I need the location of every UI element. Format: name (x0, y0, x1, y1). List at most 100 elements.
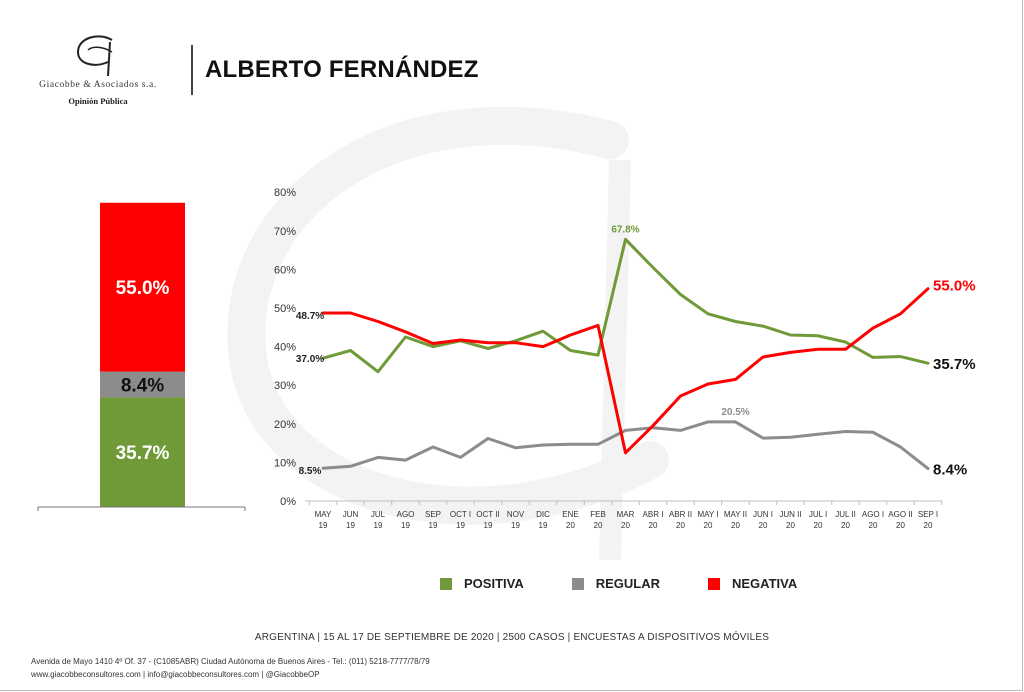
data-point-positiva (625, 238, 626, 240)
y-tick-label: 70% (274, 226, 296, 238)
title-divider (191, 45, 193, 95)
survey-details: ARGENTINA | 15 AL 17 DE SEPTIEMBRE DE 20… (254, 632, 770, 643)
data-point-negativa (322, 312, 324, 314)
x-tick-label: MAY II 20 (724, 510, 747, 530)
summary-stacked-bar-chart: 35.7% 8.4% 55.0% (37, 202, 246, 511)
x-tick-label: SEP I 20 (918, 510, 938, 530)
data-point-regular (707, 421, 709, 423)
series-line-negativa (321, 287, 930, 455)
data-label-positiva: 37.0% (296, 354, 324, 365)
data-point-positiva (432, 346, 434, 348)
y-tick-label: 0% (280, 496, 296, 508)
summary-bar-segment-positiva (100, 397, 185, 507)
data-point-negativa (817, 348, 819, 350)
data-point-regular (680, 429, 681, 431)
x-tick-label: OCT I 19 (450, 510, 471, 530)
data-point-regular (405, 459, 406, 461)
legend-item-positiva: POSITIVA (440, 576, 524, 591)
data-point-positiva (680, 293, 681, 295)
data-point-regular (872, 431, 874, 433)
x-tick-label: JUL II 20 (835, 510, 856, 530)
y-tick-label: 30% (274, 380, 296, 392)
data-point-positiva (735, 321, 736, 323)
data-point-regular (377, 456, 379, 458)
legend-label-negativa: NEGATIVA (732, 576, 798, 591)
data-point-negativa (927, 288, 929, 290)
x-tick-label: MAY I 20 (697, 510, 718, 530)
data-point-regular (515, 447, 516, 449)
data-point-regular (597, 443, 599, 445)
data-point-negativa (707, 383, 709, 385)
y-tick-label: 60% (274, 264, 296, 276)
data-point-positiva (350, 349, 351, 351)
brand-name: Giacobbe & Asociados s.a. (39, 80, 157, 90)
x-tick-label: JUN II 20 (779, 510, 801, 530)
y-tick-label: 10% (274, 457, 296, 469)
data-point-negativa (542, 346, 544, 348)
legend-swatch-positiva (440, 577, 452, 590)
x-tick-label: FEB 20 (590, 510, 606, 530)
data-point-positiva (542, 330, 544, 332)
data-point-regular (322, 467, 324, 469)
data-point-negativa (790, 351, 791, 353)
data-label-regular: 8.5% (299, 466, 322, 477)
x-tick-label: JUL 19 (371, 510, 386, 530)
data-point-positiva (927, 362, 929, 364)
data-label-regular: 20.5% (721, 407, 749, 418)
summary-bar-label-positiva: 35.7% (116, 443, 170, 464)
data-point-regular (927, 468, 929, 470)
data-point-negativa (762, 356, 764, 358)
summary-bar-label-regular: 8.4% (121, 376, 164, 397)
x-tick-label: SEP 19 (425, 510, 441, 530)
data-label-regular: 8.4% (933, 462, 967, 479)
x-tick-label: DIC 19 (536, 510, 550, 530)
legend-label-regular: REGULAR (595, 576, 660, 591)
brand-mark-icon (76, 35, 113, 77)
x-tick-label: ENE 20 (562, 510, 578, 530)
page-title: ALBERTO FERNÁNDEZ (205, 56, 479, 83)
data-point-regular (570, 443, 571, 445)
data-label-negativa: 48.7% (296, 311, 324, 322)
data-point-negativa (900, 313, 901, 315)
legend-item-regular: REGULAR (571, 576, 660, 591)
x-tick-label: ABR I 20 (643, 510, 664, 530)
data-point-positiva (652, 266, 654, 268)
x-tick-label: OCT II 19 (476, 510, 499, 530)
x-tick-label: AGO 19 (397, 510, 415, 530)
data-point-positiva (487, 348, 489, 350)
data-point-negativa (432, 343, 434, 345)
data-point-negativa (735, 378, 736, 380)
brand-logo: Giacobbe & Asociados s.a. Opinión Públic… (28, 30, 168, 106)
chart-legend: POSITIVA REGULAR NEGATIVA (440, 576, 845, 591)
data-label-negativa: 55.0% (933, 278, 976, 295)
data-point-regular (460, 456, 461, 458)
data-point-regular (790, 436, 791, 438)
x-tick-label: JUL I 20 (809, 510, 827, 530)
data-point-regular (900, 446, 901, 448)
data-point-positiva (597, 354, 599, 356)
summary-bar-segment-negativa (100, 202, 185, 372)
data-point-positiva (790, 334, 791, 336)
data-point-negativa (570, 334, 571, 336)
legend-swatch-negativa (708, 577, 720, 590)
data-point-negativa (597, 324, 599, 326)
data-point-positiva (872, 356, 874, 358)
data-point-positiva (322, 357, 324, 359)
data-point-negativa (460, 339, 461, 341)
data-point-negativa (625, 452, 626, 454)
data-point-regular (735, 421, 736, 423)
x-tick-label: JUN I 20 (753, 510, 773, 530)
summary-bar-segment-regular (100, 371, 185, 398)
data-point-negativa (350, 312, 351, 314)
y-tick-label: 50% (274, 303, 296, 315)
data-point-negativa (845, 348, 846, 350)
data-point-negativa (872, 327, 874, 329)
data-point-positiva (405, 336, 406, 338)
y-tick-label: 40% (274, 342, 296, 354)
data-point-regular (845, 431, 846, 433)
data-point-regular (817, 433, 819, 435)
watermark-logo (227, 106, 669, 560)
data-point-negativa (680, 395, 681, 397)
company-address: Avenida de Mayo 1410 4º Of. 37 - (C1085A… (31, 657, 430, 666)
